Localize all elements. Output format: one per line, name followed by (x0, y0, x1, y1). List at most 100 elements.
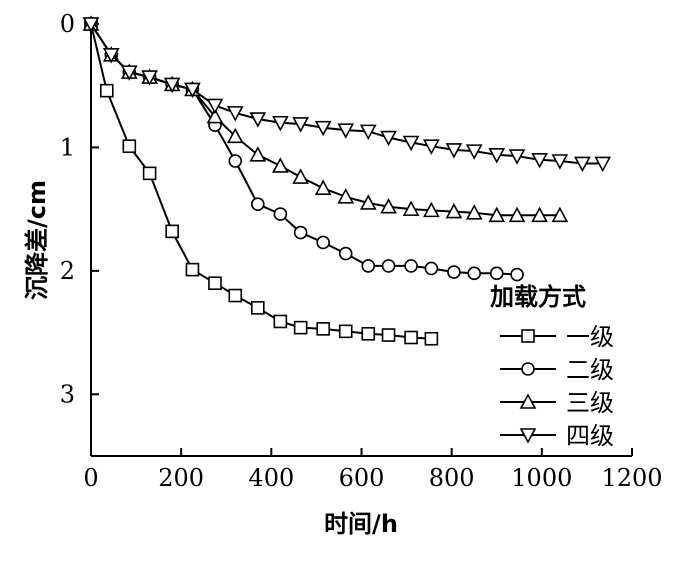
data-point (316, 235, 330, 250)
data-point (381, 328, 396, 342)
data-point (338, 324, 353, 339)
data-point (445, 202, 463, 219)
x-tick-label: 1200 (601, 464, 662, 492)
data-point (337, 123, 355, 139)
axes: 0 200 400 600 800 1000 1200 0 1 2 3 (60, 10, 663, 492)
data-point (251, 197, 265, 212)
data-point (402, 135, 420, 152)
legend-item: 一级 (500, 323, 614, 351)
data-point (521, 362, 535, 376)
data-point (141, 70, 158, 86)
x-axis-title: 时间/h (324, 510, 398, 538)
data-point (361, 259, 376, 273)
data-point (99, 83, 114, 98)
x-tick-label: 400 (248, 464, 294, 492)
x-tick-label: 600 (339, 464, 385, 492)
data-point (359, 194, 377, 210)
data-point (447, 265, 461, 279)
data-point (508, 149, 526, 165)
data-point (249, 112, 267, 128)
data-point (510, 267, 524, 282)
data-point (338, 246, 353, 261)
y-tick-label: 3 (60, 380, 75, 408)
legend-label: 二级 (566, 356, 614, 384)
data-point (488, 148, 506, 164)
data-point (251, 301, 265, 315)
data-point (465, 204, 483, 220)
x-tick-label: 0 (83, 464, 98, 492)
data-point (508, 206, 526, 223)
y-tick-label: 1 (60, 133, 75, 161)
legend-item: 四级 (500, 422, 614, 450)
data-point (594, 156, 612, 173)
data-point (208, 276, 222, 291)
data-point (445, 143, 463, 159)
data-point (488, 206, 506, 223)
data-point (293, 320, 308, 335)
data-point (226, 127, 244, 144)
data-point (423, 201, 440, 218)
legend-item: 二级 (500, 356, 614, 384)
data-point (142, 166, 157, 181)
data-point (82, 17, 100, 33)
data-point (102, 48, 120, 64)
data-point (122, 139, 137, 153)
data-point (551, 154, 569, 170)
legend-label: 三级 (566, 389, 614, 417)
data-point (185, 262, 200, 277)
legend-item: 三级 (500, 389, 614, 417)
data-point (465, 144, 483, 160)
data-point (316, 322, 330, 336)
series-line (90, 23, 603, 165)
data-point (402, 200, 420, 216)
data-point (314, 120, 332, 137)
series-4 (82, 17, 612, 173)
data-point (206, 107, 224, 124)
data-point (163, 77, 181, 94)
data-point (361, 327, 376, 341)
data-point (228, 288, 243, 303)
data-point (489, 266, 504, 281)
data-point (531, 152, 548, 169)
data-point (249, 146, 267, 162)
legend-label: 四级 (566, 422, 614, 450)
data-point (337, 188, 355, 204)
x-tick-label: 1000 (511, 464, 572, 492)
data-point (120, 65, 138, 81)
x-tick-label: 800 (429, 464, 475, 492)
data-point (273, 314, 288, 329)
data-point (574, 156, 591, 173)
data-point (423, 139, 440, 155)
series-2 (84, 17, 524, 282)
data-point (292, 117, 309, 133)
data-point (551, 206, 569, 223)
data-point (381, 259, 396, 273)
data-point (519, 428, 537, 444)
data-point (293, 225, 308, 240)
data-point (184, 82, 201, 99)
legend-label: 一级 (566, 323, 614, 351)
data-point (228, 154, 243, 168)
data-point (206, 98, 224, 115)
y-tick-label: 2 (60, 257, 75, 285)
data-point (519, 393, 537, 409)
data-point (424, 261, 439, 276)
data-point (314, 179, 332, 195)
data-point (359, 124, 377, 141)
y-axis-title: 沉降差/cm (23, 180, 51, 300)
data-point (467, 266, 482, 281)
data-point (272, 115, 289, 132)
y-tick-label: 0 (60, 10, 75, 38)
data-point (272, 157, 289, 173)
x-tick-label: 200 (158, 464, 204, 492)
data-point (424, 331, 439, 346)
data-point (531, 206, 548, 223)
data-point (273, 207, 288, 221)
data-point (404, 330, 418, 345)
data-point (292, 168, 309, 184)
legend-title: 加载方式 (490, 283, 586, 311)
series-layer (82, 15, 612, 346)
data-point (165, 224, 179, 239)
